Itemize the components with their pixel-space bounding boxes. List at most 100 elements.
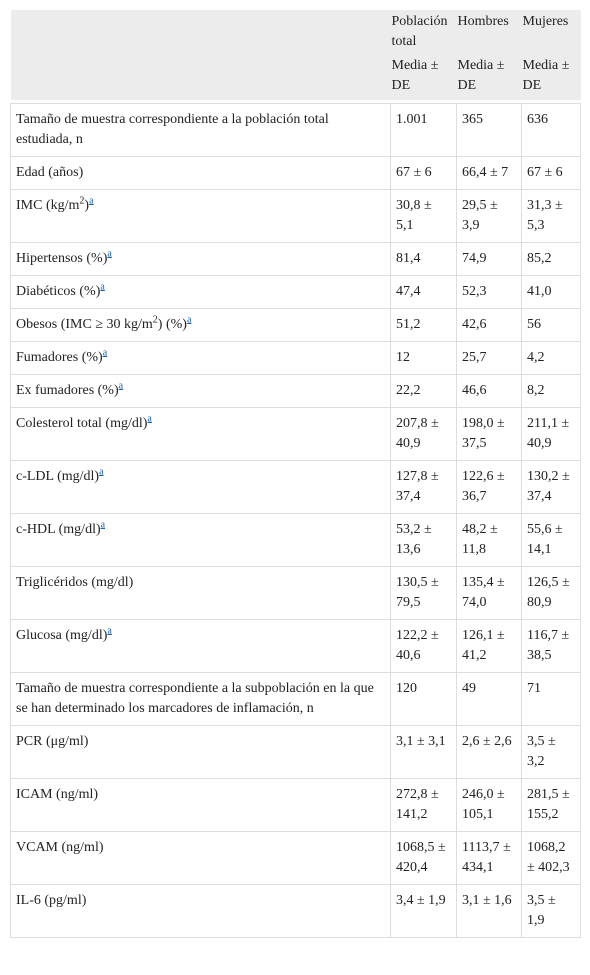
cell-value: 126,5 ± 80,9 — [521, 566, 581, 620]
cell-value: 130,2 ± 37,4 — [521, 460, 581, 514]
table-row: Triglicéridos (mg/dl) 130,5 ± 79,5 135,4 ±… — [10, 566, 581, 620]
label-superscript: 2 — [79, 195, 85, 207]
row-label: Edad (años) — [10, 156, 391, 190]
cell-value: 41,0 — [521, 275, 581, 309]
cell-value: 1068,2 ± 402,3 — [521, 831, 581, 885]
cell-value: 48,2 ± 11,8 — [456, 513, 522, 567]
row-label: PCR (μg/ml) — [10, 725, 391, 779]
cell-value: 22,2 — [390, 374, 457, 408]
table-header: Población total Hombres Mujeres Media ± … — [10, 10, 581, 100]
cell-value: 42,6 — [456, 308, 522, 342]
row-label: Colesterol total (mg/dl)a — [10, 407, 391, 461]
row-label: c-LDL (mg/dl)a — [10, 460, 391, 514]
label-text: Colesterol total (mg/dl) — [16, 416, 148, 431]
cell-value: 67 ± 6 — [390, 156, 457, 190]
table-row: Tamaño de muestra correspondiente a la p… — [10, 103, 581, 157]
cell-value: 127,8 ± 37,4 — [390, 460, 457, 514]
label-text: IL-6 (pg/ml) — [16, 893, 87, 908]
row-label: VCAM (ng/ml) — [10, 831, 391, 885]
row-label: Tamaño de muestra correspondiente a la p… — [10, 103, 391, 157]
cell-value: 365 — [456, 103, 522, 157]
table-row: Tamaño de muestra correspondiente a la s… — [10, 672, 581, 726]
cell-value: 281,5 ± 155,2 — [521, 778, 581, 832]
column-header: Población total — [390, 10, 457, 54]
row-label: Obesos (IMC ≥ 30 kg/m2) (%)a — [10, 308, 391, 342]
column-subheader: Media ± DE — [456, 54, 522, 100]
footnote-link[interactable]: a — [89, 195, 94, 207]
row-label: IL-6 (pg/ml) — [10, 884, 391, 938]
label-text: ) — [84, 198, 90, 213]
label-superscript: 2 — [152, 314, 158, 326]
row-label: Ex fumadores (%)a — [10, 374, 391, 408]
table-row: c-HDL (mg/dl)a 53,2 ± 13,6 48,2 ± 11,8 55,6… — [10, 513, 581, 567]
row-label: ICAM (ng/ml) — [10, 778, 391, 832]
cell-value: 12 — [390, 341, 457, 375]
cell-value: 120 — [390, 672, 457, 726]
table-row: Colesterol total (mg/dl)a 207,8 ± 40,9 198… — [10, 407, 581, 461]
label-text: IMC (kg/m — [16, 198, 80, 213]
table-row: PCR (μg/ml) 3,1 ± 3,1 2,6 ± 2,6 3,5 ± 3,2 — [10, 725, 581, 779]
cell-value: 71 — [521, 672, 581, 726]
cell-value: 135,4 ± 74,0 — [456, 566, 522, 620]
cell-value: 246,0 ± 105,1 — [456, 778, 522, 832]
footnote-link[interactable]: a — [102, 347, 108, 359]
cell-value: 67 ± 6 — [521, 156, 581, 190]
footnote-link[interactable]: a — [118, 380, 124, 392]
footnote-link[interactable]: a — [107, 248, 112, 260]
table-row: Fumadores (%)a 12 25,7 4,2 — [10, 341, 581, 375]
table-row: Obesos (IMC ≥ 30 kg/m2) (%)a 51,2 42,6 56 — [10, 308, 581, 342]
row-label: Fumadores (%)a — [10, 341, 391, 375]
cell-value: 3,1 ± 3,1 — [390, 725, 457, 779]
footnote-link[interactable]: a — [186, 314, 192, 326]
label-text: Ex fumadores (%) — [16, 383, 119, 398]
table-row: IL-6 (pg/ml) 3,4 ± 1,9 3,1 ± 1,6 3,5 ± 1,9 — [10, 884, 581, 938]
label-text: ICAM (ng/ml) — [16, 787, 99, 802]
label-text: ) (%) — [157, 317, 187, 332]
label-text: Glucosa (mg/dl) — [16, 628, 108, 643]
header-empty — [10, 54, 391, 100]
table-row: Ex fumadores (%)a 22,2 46,6 8,2 — [10, 374, 581, 408]
footnote-link[interactable]: a — [99, 466, 104, 478]
cell-value: 47,4 — [390, 275, 457, 309]
row-label: IMC (kg/m2)a — [10, 189, 391, 243]
label-text: Edad (años) — [16, 165, 84, 180]
table-row: Diabéticos (%)a 47,4 52,3 41,0 — [10, 275, 581, 309]
label-text: VCAM (ng/ml) — [16, 840, 104, 855]
column-header: Mujeres — [521, 10, 581, 54]
table-row: Edad (años) 67 ± 6 66,4 ± 7 67 ± 6 — [10, 156, 581, 190]
cell-value: 1068,5 ± 420,4 — [390, 831, 457, 885]
cell-value: 46,6 — [456, 374, 522, 408]
row-label: Glucosa (mg/dl)a — [10, 619, 391, 673]
table-row: c-LDL (mg/dl)a 127,8 ± 37,4 122,6 ± 36,7 13… — [10, 460, 581, 514]
cell-value: 8,2 — [521, 374, 581, 408]
column-subheader: Media ± DE — [390, 54, 457, 100]
label-text: Tamaño de muestra correspondiente a la s… — [16, 681, 374, 716]
cell-value: 31,3 ± 5,3 — [521, 189, 581, 243]
cell-value: 116,7 ± 38,5 — [521, 619, 581, 673]
label-text: Triglicéridos (mg/dl) — [16, 575, 134, 590]
cell-value: 2,6 ± 2,6 — [456, 725, 522, 779]
cell-value: 30,8 ± 5,1 — [390, 189, 457, 243]
label-text: c-HDL (mg/dl) — [16, 522, 101, 537]
cell-value: 198,0 ± 37,5 — [456, 407, 522, 461]
header-empty — [10, 10, 391, 54]
cell-value: 3,1 ± 1,6 — [456, 884, 522, 938]
data-table: Población total Hombres Mujeres Media ± … — [10, 10, 581, 938]
footnote-link[interactable]: a — [100, 281, 105, 293]
footnote-link[interactable]: a — [100, 519, 106, 531]
cell-value: 66,4 ± 7 — [456, 156, 522, 190]
cell-value: 272,8 ± 141,2 — [390, 778, 457, 832]
table-body: Tamaño de muestra correspondiente a la p… — [10, 100, 581, 938]
cell-value: 56 — [521, 308, 581, 342]
row-label: c-HDL (mg/dl)a — [10, 513, 391, 567]
cell-value: 51,2 — [390, 308, 457, 342]
table-row: IMC (kg/m2)a 30,8 ± 5,1 29,5 ± 3,9 31,3 ± 5… — [10, 189, 581, 243]
cell-value: 126,1 ± 41,2 — [456, 619, 522, 673]
footnote-link[interactable]: a — [147, 413, 152, 425]
footnote-link[interactable]: a — [107, 625, 112, 637]
cell-value: 207,8 ± 40,9 — [390, 407, 457, 461]
label-text: Diabéticos (%) — [16, 284, 101, 299]
cell-value: 3,5 ± 1,9 — [521, 884, 581, 938]
column-header: Hombres — [456, 10, 522, 54]
